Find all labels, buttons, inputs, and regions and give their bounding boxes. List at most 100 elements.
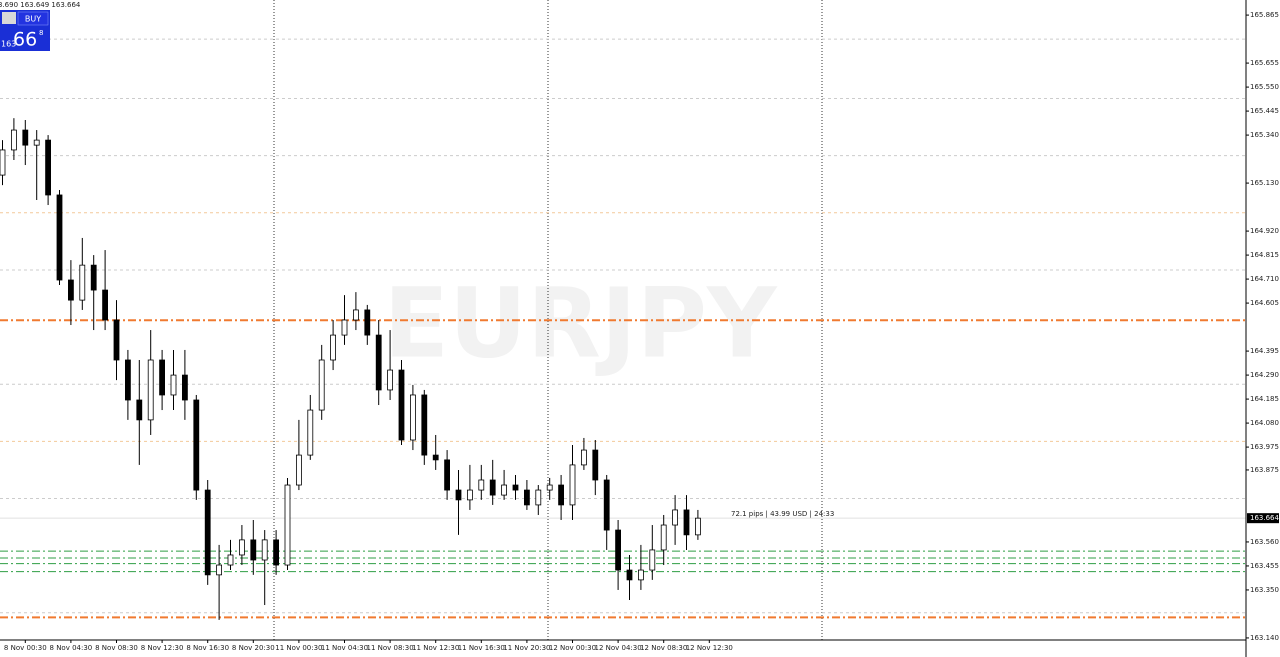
candle-body — [113, 319, 120, 361]
x-tick-label: 8 Nov 12:30 — [141, 644, 184, 652]
y-tick-label: 165.445 — [1250, 107, 1279, 115]
y-tick-label: 163.140 — [1250, 634, 1279, 642]
candle-body — [615, 529, 621, 571]
y-tick-label: 164.920 — [1250, 227, 1279, 235]
candle-body — [524, 489, 530, 506]
candle-body — [330, 334, 337, 361]
candle-body — [318, 359, 325, 411]
collapse-button[interactable] — [2, 12, 16, 24]
price-prefix: 163 — [1, 40, 16, 49]
y-tick-label: 164.185 — [1250, 395, 1279, 403]
candles — [0, 118, 701, 620]
candle-body — [307, 409, 314, 456]
candle-body — [660, 524, 667, 551]
candle-body — [22, 129, 29, 146]
y-tick-label: 164.080 — [1250, 419, 1279, 427]
candle-body — [649, 549, 656, 571]
y-tick-label: 164.710 — [1250, 275, 1279, 283]
candle-body — [683, 509, 690, 536]
candle-body — [364, 309, 371, 336]
candle-body — [193, 399, 200, 491]
candle-body — [33, 139, 40, 146]
candle-body — [626, 569, 633, 581]
candle-body — [295, 454, 302, 486]
current-price-tag — [1247, 513, 1279, 524]
y-tick-label: 163.560 — [1250, 538, 1279, 546]
candle-body — [478, 479, 485, 491]
candle-body — [375, 334, 382, 391]
candle-body — [501, 484, 508, 496]
ohlc-header: 3.690 163.649 163.664 — [0, 1, 81, 9]
candle-body — [204, 489, 211, 576]
candle-body — [79, 264, 86, 301]
candle-body — [466, 489, 473, 501]
candle-body — [398, 369, 405, 441]
candle-body — [181, 374, 188, 401]
candle-body — [136, 399, 143, 421]
y-tick-label: 164.395 — [1250, 347, 1279, 355]
candle-body — [638, 569, 644, 581]
candle-body — [489, 479, 496, 496]
candle-body — [546, 484, 553, 491]
x-tick-label: 11 Nov 16:30 — [458, 644, 505, 652]
y-tick-label: 165.550 — [1250, 83, 1279, 91]
y-tick-label: 164.605 — [1250, 299, 1279, 307]
y-tick-label: 165.865 — [1250, 11, 1279, 19]
y-tick-label: 163.350 — [1250, 586, 1279, 594]
watermark: EURJPY — [383, 267, 778, 379]
candle-body — [592, 449, 599, 481]
y-tick-label: 163.455 — [1250, 562, 1279, 570]
candle-body — [387, 369, 394, 391]
candle-body — [125, 359, 131, 401]
candle-body — [45, 139, 51, 196]
price-sup: 8 — [39, 29, 43, 37]
candle-body — [603, 479, 610, 531]
candle-body — [261, 539, 268, 561]
price-big: 66 — [13, 29, 37, 51]
x-tick-label: 8 Nov 04:30 — [50, 644, 93, 652]
x-tick-label: 12 Nov 00:30 — [549, 644, 596, 652]
candle-body — [102, 289, 108, 321]
candle-body — [170, 374, 177, 396]
x-tick-label: 12 Nov 08:30 — [640, 644, 687, 652]
y-tick-label: 165.340 — [1250, 131, 1279, 139]
candle-body — [512, 484, 519, 491]
trade-annotation: 72.1 pips | 43.99 USD | 24:33 — [731, 510, 834, 518]
x-tick-label: 8 Nov 00:30 — [4, 644, 47, 652]
x-tick-label: 11 Nov 12:30 — [412, 644, 459, 652]
x-tick-label: 11 Nov 20:30 — [503, 644, 550, 652]
candle-body — [56, 194, 63, 281]
candle-body — [227, 554, 234, 566]
candle-body — [672, 509, 678, 526]
y-tick-label: 163.875 — [1250, 466, 1279, 474]
candle-body — [250, 539, 257, 561]
x-tick-label: 8 Nov 16:30 — [186, 644, 229, 652]
candle-body — [0, 149, 6, 176]
y-tick-label: 165.655 — [1250, 59, 1279, 67]
candle-body — [68, 279, 74, 301]
axis-labels: 165.865 165.655 165.550 165.445 165.340 165.1… — [4, 11, 1280, 652]
y-tick-label: 165.130 — [1250, 179, 1279, 187]
candle-body — [147, 359, 154, 421]
candle-body — [273, 539, 280, 566]
y-tick-label: 164.815 — [1250, 251, 1279, 259]
x-tick-label: 11 Nov 04:30 — [321, 644, 368, 652]
candle-body — [569, 464, 576, 506]
candle-body — [10, 129, 17, 151]
current-price-label: 163.664 — [1250, 514, 1279, 522]
candle-body — [352, 309, 359, 321]
candle-body — [90, 264, 97, 291]
candle-body — [695, 517, 701, 536]
trade-panel: BUY 163 66 8 — [0, 10, 50, 51]
buy-button[interactable] — [17, 11, 49, 26]
candle-body — [581, 449, 587, 466]
candle-body — [216, 564, 223, 576]
candle-body — [238, 539, 245, 556]
x-tick-label: 11 Nov 00:30 — [275, 644, 322, 652]
candle-body — [432, 454, 439, 461]
candle-body — [341, 319, 348, 336]
candle-body — [284, 484, 291, 566]
candle-body — [409, 394, 416, 441]
candle-body — [535, 489, 542, 506]
